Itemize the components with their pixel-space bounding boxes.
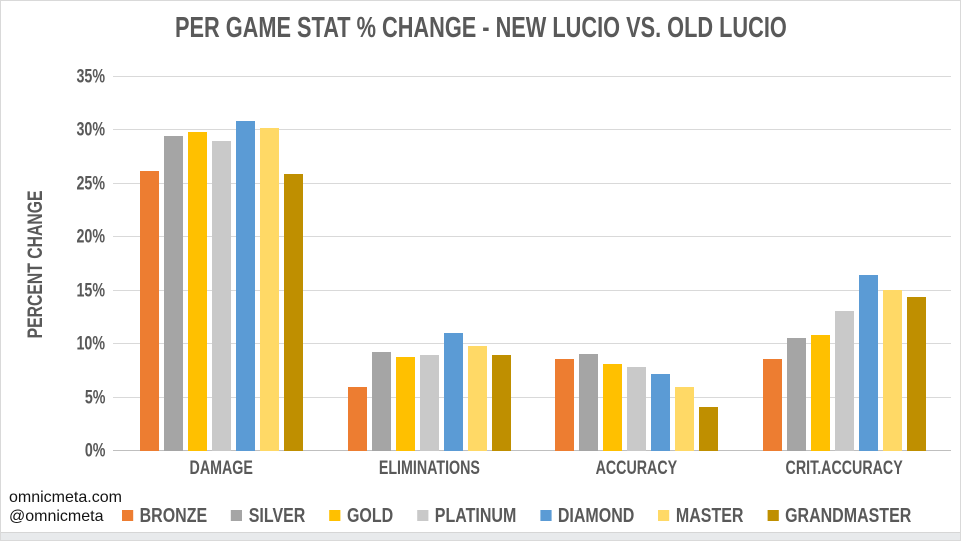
x-label-accuracy: ACCURACY	[555, 458, 718, 480]
bar-grandmaster-accuracy	[699, 407, 719, 451]
plot-bars	[113, 77, 951, 451]
bar-group-accuracy	[555, 77, 719, 451]
y-tick-15%: 15%	[67, 281, 105, 300]
bar-platinum-crit.accuracy	[834, 311, 854, 451]
legend-item-bronze: BRONZE	[122, 505, 207, 528]
watermark-handle: @omnicmeta	[9, 508, 104, 525]
bottom-strip	[1, 532, 960, 540]
bar-grandmaster-damage	[284, 174, 303, 451]
x-label-eliminations: ELIMINATIONS	[348, 458, 511, 480]
x-label-text: CRIT.ACCURACY	[785, 458, 904, 479]
bar-gold-damage	[188, 131, 207, 451]
watermark-site: omnicmeta.com	[9, 489, 122, 506]
legend-label: DIAMOND	[557, 505, 635, 527]
bar-bronze-eliminations	[347, 386, 367, 451]
bar-grandmaster-eliminations	[491, 354, 511, 451]
gridline	[113, 129, 951, 131]
legend-swatch-silver	[231, 510, 243, 521]
y-axis-ticks: 0% 5% 10% 15% 20% 25% 30% 35%	[1, 68, 105, 461]
legend-label: GRANDMASTER	[785, 505, 912, 527]
x-label-text: ELIMINATIONS	[378, 458, 480, 479]
bar-platinum-accuracy	[627, 366, 647, 451]
legend-label: MASTER	[675, 505, 744, 527]
legend-swatch-platinum	[417, 510, 429, 521]
plot-area	[113, 76, 951, 451]
bar-bronze-accuracy	[555, 359, 575, 451]
bar-gold-crit.accuracy	[810, 334, 830, 451]
bar-diamond-crit.accuracy	[858, 274, 878, 451]
x-label-text: ACCURACY	[596, 458, 678, 479]
bar-group-damage	[140, 77, 303, 451]
bar-group-crit.accuracy	[762, 77, 926, 451]
y-tick-10%: 10%	[67, 335, 105, 354]
y-tick-label: 20%	[76, 226, 105, 248]
bar-bronze-damage	[140, 171, 159, 451]
bar-grandmaster-crit.accuracy	[906, 297, 926, 451]
bar-diamond-eliminations	[443, 333, 463, 451]
bar-gold-accuracy	[603, 364, 623, 451]
y-tick-label: 0%	[84, 440, 105, 462]
legend-label: SILVER	[248, 505, 306, 527]
legend-swatch-diamond	[540, 510, 552, 521]
bar-silver-accuracy	[579, 353, 599, 451]
bar-silver-damage	[164, 135, 183, 451]
y-tick-label: 5%	[84, 387, 105, 409]
bar-platinum-damage	[212, 141, 231, 451]
legend-item-silver: SILVER	[231, 505, 305, 528]
gridline	[113, 343, 951, 345]
y-tick-label: 25%	[76, 173, 105, 195]
legend: BRONZE SILVER GOLD PLATINUM DIAMOND MASTER GRA…	[122, 505, 911, 528]
bar-diamond-accuracy	[651, 374, 671, 451]
x-axis-labels: DAMAGE ELIMINATIONS ACCURACY CRIT.ACCURACY	[113, 458, 951, 480]
gridline	[113, 289, 951, 291]
y-tick-30%: 30%	[67, 121, 105, 140]
watermark: omnicmeta.com @omnicmeta	[9, 488, 122, 526]
legend-swatch-bronze	[122, 510, 134, 521]
gridline	[113, 76, 951, 77]
legend-item-grandmaster: GRANDMASTER	[767, 505, 911, 528]
legend-item-diamond: DIAMOND	[540, 505, 634, 528]
gridline	[113, 182, 951, 184]
bar-bronze-crit.accuracy	[762, 359, 782, 451]
gridline	[113, 236, 951, 238]
legend-item-platinum: PLATINUM	[417, 505, 516, 528]
gridline	[113, 396, 951, 398]
bar-group-eliminations	[347, 77, 511, 451]
chart-title: PER GAME STAT % CHANGE - NEW LUCIO VS. O…	[1, 11, 960, 45]
chart-title-text: PER GAME STAT % CHANGE - NEW LUCIO VS. O…	[174, 12, 787, 44]
bar-platinum-eliminations	[419, 354, 439, 451]
y-tick-5%: 5%	[78, 388, 105, 407]
legend-item-gold: GOLD	[329, 505, 393, 528]
x-axis-line	[113, 450, 951, 451]
legend-swatch-gold	[329, 510, 341, 521]
y-tick-20%: 20%	[67, 228, 105, 247]
y-tick-25%: 25%	[67, 174, 105, 193]
x-label-text: DAMAGE	[189, 458, 254, 479]
y-tick-35%: 35%	[67, 68, 105, 87]
y-tick-label: 10%	[76, 333, 105, 355]
bar-diamond-damage	[236, 120, 255, 451]
legend-label: PLATINUM	[434, 505, 517, 527]
legend-swatch-grandmaster	[767, 510, 779, 521]
y-tick-label: 15%	[76, 280, 105, 302]
x-label-crit.accuracy: CRIT.ACCURACY	[763, 458, 926, 480]
bar-silver-crit.accuracy	[786, 337, 806, 451]
bar-master-crit.accuracy	[882, 289, 902, 451]
bar-master-damage	[260, 128, 279, 451]
y-tick-0%: 0%	[78, 442, 105, 461]
legend-label: BRONZE	[139, 505, 208, 527]
legend-swatch-master	[658, 510, 670, 521]
bar-gold-eliminations	[395, 356, 415, 451]
y-tick-label: 35%	[76, 66, 105, 88]
y-tick-label: 30%	[76, 119, 105, 141]
bar-silver-eliminations	[371, 351, 391, 451]
bar-master-eliminations	[467, 346, 487, 451]
legend-item-master: MASTER	[658, 505, 743, 528]
legend-label: GOLD	[346, 505, 394, 527]
bar-master-accuracy	[675, 386, 695, 451]
x-label-damage: DAMAGE	[140, 458, 303, 480]
